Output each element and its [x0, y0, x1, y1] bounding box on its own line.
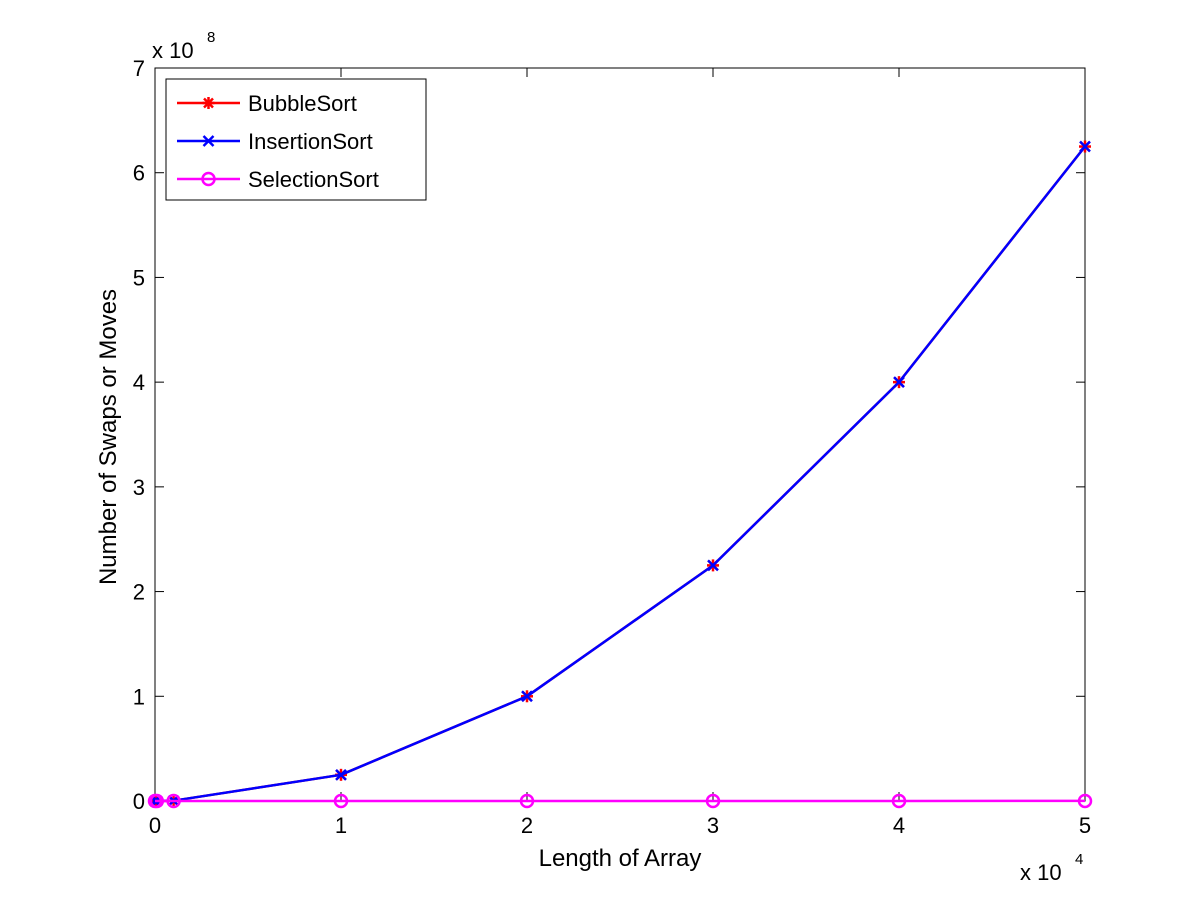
y-axis-label: Number of Swaps or Moves	[95, 289, 122, 585]
data-point-selectionsort	[1077, 793, 1093, 809]
legend-label: SelectionSort	[248, 167, 379, 192]
x-tick-label: 5	[1079, 813, 1091, 838]
marker-circle	[519, 793, 535, 809]
marker-stroke	[521, 690, 533, 703]
data-point-selectionsort	[519, 793, 535, 809]
data-point-insertionsort	[521, 690, 533, 703]
data-point-selectionsort	[705, 793, 721, 809]
marker-stroke	[1079, 140, 1091, 153]
y-tick-label: 2	[133, 580, 145, 605]
x-axis-label: Length of Array	[539, 845, 702, 872]
svg-text:x 10: x 10	[152, 38, 194, 63]
x-tick-label: 1	[335, 813, 347, 838]
marker-circle	[166, 793, 181, 809]
data-point-insertionsort	[335, 768, 347, 781]
marker-circle	[891, 793, 907, 809]
y-tick-label: 4	[133, 370, 145, 395]
legend-marker	[202, 135, 215, 147]
data-point-insertionsort	[707, 559, 719, 572]
marker-stroke	[707, 559, 719, 572]
legend-entry-insertionsort: InsertionSort	[177, 129, 373, 154]
marker-circle	[201, 171, 216, 187]
marker-circle	[333, 793, 349, 809]
marker-circle	[705, 793, 721, 809]
x-tick-label: 0	[149, 813, 161, 838]
y-tick-label: 6	[133, 161, 145, 186]
legend-entry-selectionsort: SelectionSort	[177, 167, 379, 192]
svg-text:8: 8	[207, 29, 215, 46]
legend-label: InsertionSort	[248, 129, 373, 154]
y-tick-label: 1	[133, 684, 145, 709]
data-point-selectionsort	[149, 793, 165, 809]
x-multiplier: x 10 4	[1020, 851, 1083, 885]
data-point-insertionsort	[893, 376, 905, 389]
svg-text:4: 4	[1075, 851, 1083, 868]
marker-stroke	[202, 135, 215, 147]
x-tick-label: 4	[893, 813, 905, 838]
y-tick-label: 0	[133, 789, 145, 814]
y-tick-label: 7	[133, 56, 145, 81]
legend-marker	[201, 171, 216, 187]
svg-text:x 10: x 10	[1020, 860, 1062, 885]
series-selectionsort	[147, 793, 1093, 809]
series-layer	[147, 140, 1093, 809]
axis-ticks: 0 1 2 3 4 5 0 1 2 3 4 5 6 7	[133, 56, 1091, 838]
y-tick-label: 5	[133, 265, 145, 290]
marker-stroke	[335, 768, 347, 781]
marker-circle	[1077, 793, 1093, 809]
data-point-selectionsort	[333, 793, 349, 809]
data-point-insertionsort	[1079, 140, 1091, 153]
legend: BubbleSort InsertionSort SelectionSort	[165, 78, 427, 201]
marker-circle	[149, 793, 165, 809]
legend-label: BubbleSort	[248, 91, 357, 116]
data-point-selectionsort	[891, 793, 907, 809]
legend-entry-bubblesort: BubbleSort	[177, 91, 357, 116]
marker-stroke	[893, 376, 905, 389]
x-tick-label: 2	[521, 813, 533, 838]
legend-marker	[202, 97, 215, 109]
x-tick-label: 3	[707, 813, 719, 838]
y-multiplier: x 10 8	[152, 29, 215, 63]
data-point-selectionsort	[166, 793, 181, 809]
y-tick-label: 3	[133, 475, 145, 500]
marker-stroke	[203, 97, 214, 109]
